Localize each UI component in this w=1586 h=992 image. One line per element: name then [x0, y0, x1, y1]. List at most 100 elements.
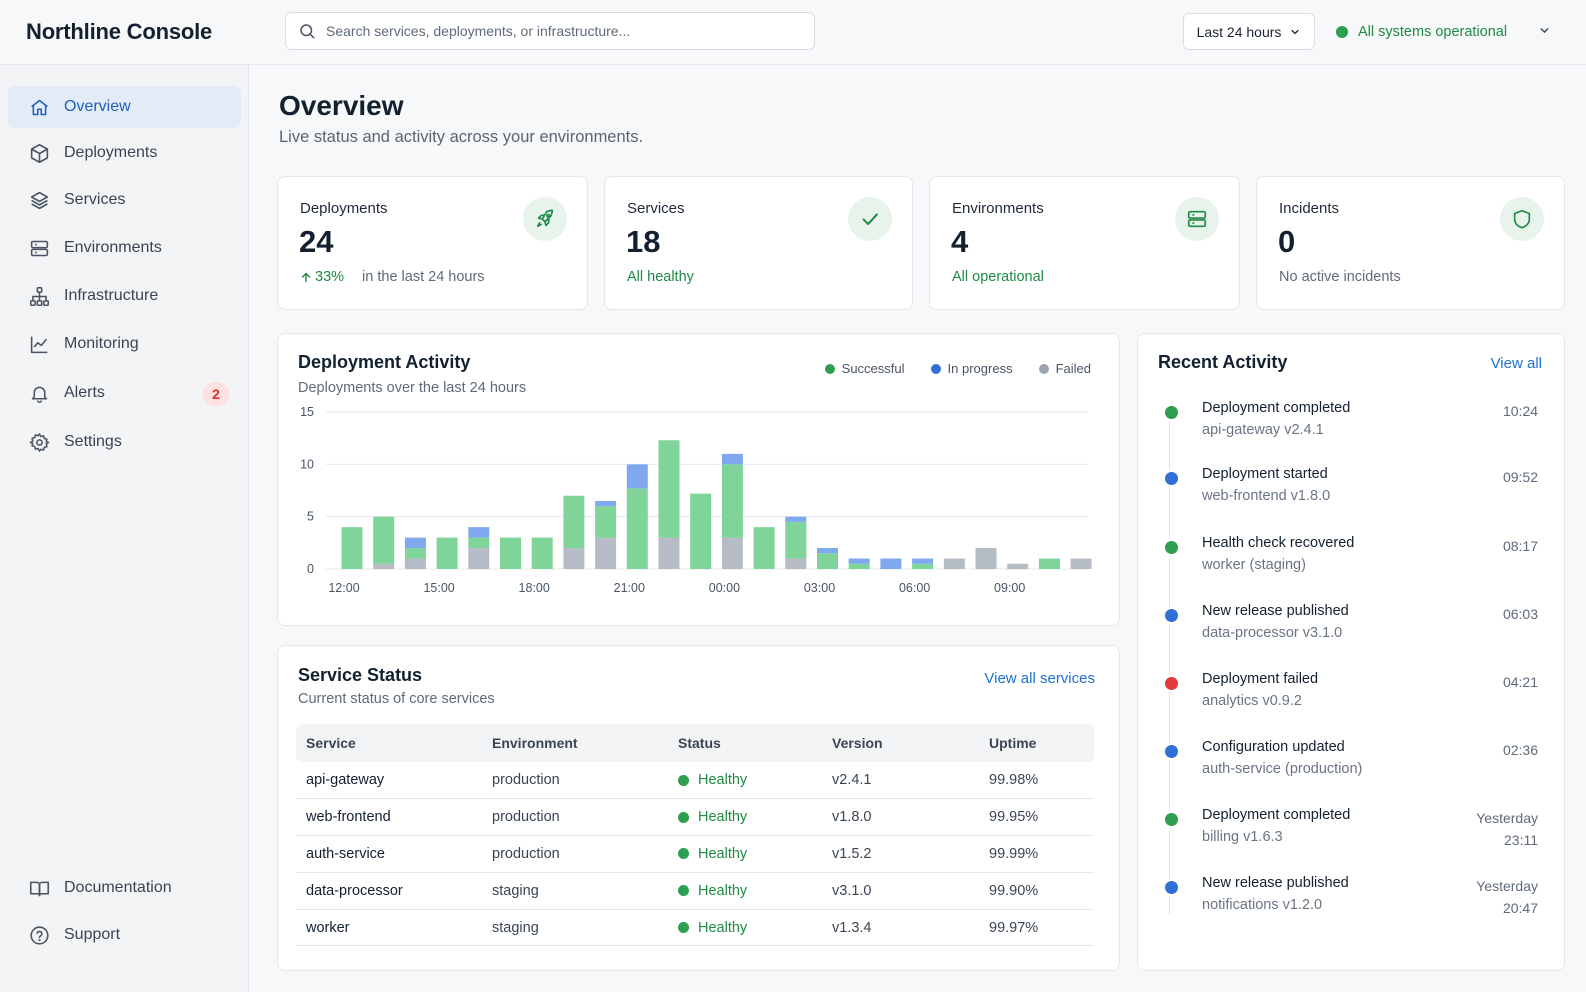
activity-status-dot — [1163, 607, 1180, 624]
time-range-dropdown[interactable]: Last 24 hours — [1183, 13, 1315, 50]
stat-label: Services — [627, 200, 685, 217]
bar-successful — [753, 527, 775, 569]
sidebar-item-monitoring[interactable]: Monitoring — [8, 323, 241, 365]
column-header-version[interactable]: Version — [822, 724, 979, 762]
stat-label: Environments — [952, 200, 1044, 217]
view-all-services-link[interactable]: View all services — [984, 670, 1095, 687]
stat-value: 24 — [299, 224, 334, 259]
legend-item-successful[interactable]: Successful — [824, 361, 905, 376]
sidebar-item-environments[interactable]: Environments — [8, 227, 241, 269]
help-circle-icon — [28, 924, 50, 946]
stat-card-services[interactable]: Services 18 All healthy — [604, 176, 913, 310]
y-tick-label: 10 — [300, 457, 314, 471]
activity-item[interactable]: Deployment started web-frontend v1.8.0 09:… — [1158, 466, 1538, 526]
activity-time: 09:52 — [1502, 469, 1538, 485]
status-dot — [1336, 25, 1348, 38]
bar-successful — [658, 440, 680, 538]
arrow-up-icon — [300, 271, 312, 284]
environment-name: staging — [482, 909, 668, 947]
bar-successful — [690, 493, 712, 569]
version: v1.8.0 — [822, 798, 979, 837]
activity-item[interactable]: New release published data-processor v3.1… — [1158, 603, 1538, 663]
legend-item-failed[interactable]: Failed — [1038, 361, 1091, 376]
sidebar-item-documentation[interactable]: Documentation — [8, 867, 241, 909]
check-icon — [848, 197, 892, 241]
activity-item[interactable]: Deployment completed api-gateway v2.4.1 10… — [1158, 400, 1538, 460]
activity-time: Yesterday 23:11 — [1476, 810, 1538, 848]
page-title: Overview — [279, 90, 404, 121]
activity-status-dot — [1163, 404, 1180, 421]
table-row[interactable]: worker staging Healthy v1.3.4 99.97% — [296, 909, 1094, 947]
x-tick-label: 00:00 — [709, 581, 740, 595]
bar-successful — [468, 537, 490, 549]
sidebar-item-label: Support — [64, 926, 121, 943]
activity-item[interactable]: Deployment failed analytics v0.9.2 04:21 — [1158, 671, 1538, 731]
bar-failed — [658, 537, 680, 569]
sidebar-item-deployments[interactable]: Deployments — [8, 132, 241, 174]
service-name: data-processor — [296, 872, 482, 910]
sidebar: Overview Deployments Services Environmen… — [0, 65, 249, 992]
bar-in-progress — [721, 453, 743, 465]
column-header-service[interactable]: Service — [296, 724, 482, 762]
stat-card-incidents[interactable]: Incidents 0 No active incidents — [1256, 176, 1565, 310]
service-name: api-gateway — [296, 762, 482, 800]
sidebar-item-overview[interactable]: Overview — [8, 86, 241, 128]
cube-icon — [28, 142, 50, 164]
activity-item[interactable]: Configuration updated auth-service (produ… — [1158, 739, 1538, 799]
uptime: 99.98% — [979, 762, 1094, 800]
stat-label: Deployments — [300, 200, 388, 217]
column-header-environment[interactable]: Environment — [482, 724, 668, 762]
search-box[interactable] — [285, 12, 815, 50]
column-header-status[interactable]: Status — [668, 724, 822, 762]
rocket-icon — [523, 197, 567, 241]
activity-item[interactable]: New release published notifications v1.2.… — [1158, 875, 1538, 935]
column-header-uptime[interactable]: Uptime — [979, 724, 1094, 762]
bar-in-progress — [595, 500, 617, 507]
sidebar-item-services[interactable]: Services — [8, 179, 241, 221]
status-dot — [678, 922, 689, 934]
bar-failed — [404, 558, 426, 569]
home-icon — [28, 96, 50, 118]
sidebar-item-settings[interactable]: Settings — [8, 421, 241, 463]
activity-subtitle: web-frontend v1.8.0 — [1202, 488, 1331, 504]
version: v2.4.1 — [822, 762, 979, 800]
activity-time: 10:24 — [1502, 403, 1538, 419]
stat-value: 0 — [1278, 224, 1296, 259]
service-name: auth-service — [296, 835, 482, 873]
bar-in-progress — [848, 558, 870, 564]
x-tick-label: 03:00 — [804, 581, 835, 595]
sidebar-item-label: Settings — [64, 433, 122, 450]
legend-item-in-progress[interactable]: In progress — [930, 361, 1013, 376]
stat-card-deployments[interactable]: Deployments 24 33% in the last 24 hours — [277, 176, 588, 310]
status-badge: Healthy — [698, 772, 748, 789]
bar-successful — [436, 537, 458, 569]
bar-successful — [721, 464, 743, 538]
brand-title: Northline Console — [26, 19, 213, 44]
table-row[interactable]: data-processor staging Healthy v3.1.0 99.90% — [296, 872, 1094, 910]
system-status[interactable]: All systems operational — [1336, 13, 1507, 50]
search-icon — [298, 22, 316, 40]
status-dot — [678, 774, 689, 786]
x-tick-label: 21:00 — [614, 581, 645, 595]
status-cell: Healthy — [668, 872, 822, 910]
table-row[interactable]: web-frontend production Healthy v1.8.0 99.95… — [296, 798, 1094, 837]
sidebar-item-alerts[interactable]: Alerts 2 — [8, 372, 241, 414]
stat-note: No active incidents — [1279, 269, 1401, 285]
trend-caption: in the last 24 hours — [362, 269, 485, 285]
line-chart-icon — [28, 333, 50, 355]
stat-card-environments[interactable]: Environments 4 All operational — [929, 176, 1240, 310]
sidebar-item-support[interactable]: Support — [8, 914, 241, 956]
table-row[interactable]: api-gateway production Healthy v2.4.1 99.98% — [296, 762, 1094, 800]
bar-successful — [531, 537, 553, 569]
sidebar-item-infrastructure[interactable]: Infrastructure — [8, 275, 241, 317]
activity-item[interactable]: Deployment completed billing v1.6.3 Yester… — [1158, 807, 1538, 867]
activity-title: Deployment completed — [1202, 400, 1351, 416]
page-subtitle: Live status and activity across your env… — [279, 128, 644, 146]
uptime: 99.97% — [979, 909, 1094, 947]
activity-item[interactable]: Health check recovered worker (staging) 08… — [1158, 535, 1538, 595]
view-all-activity-link[interactable]: View all — [1490, 355, 1542, 372]
stat-note: All healthy — [627, 269, 694, 285]
chevron-down-icon[interactable] — [1538, 24, 1551, 37]
table-row[interactable]: auth-service production Healthy v1.5.2 99.99… — [296, 835, 1094, 873]
search-input[interactable] — [326, 23, 786, 39]
